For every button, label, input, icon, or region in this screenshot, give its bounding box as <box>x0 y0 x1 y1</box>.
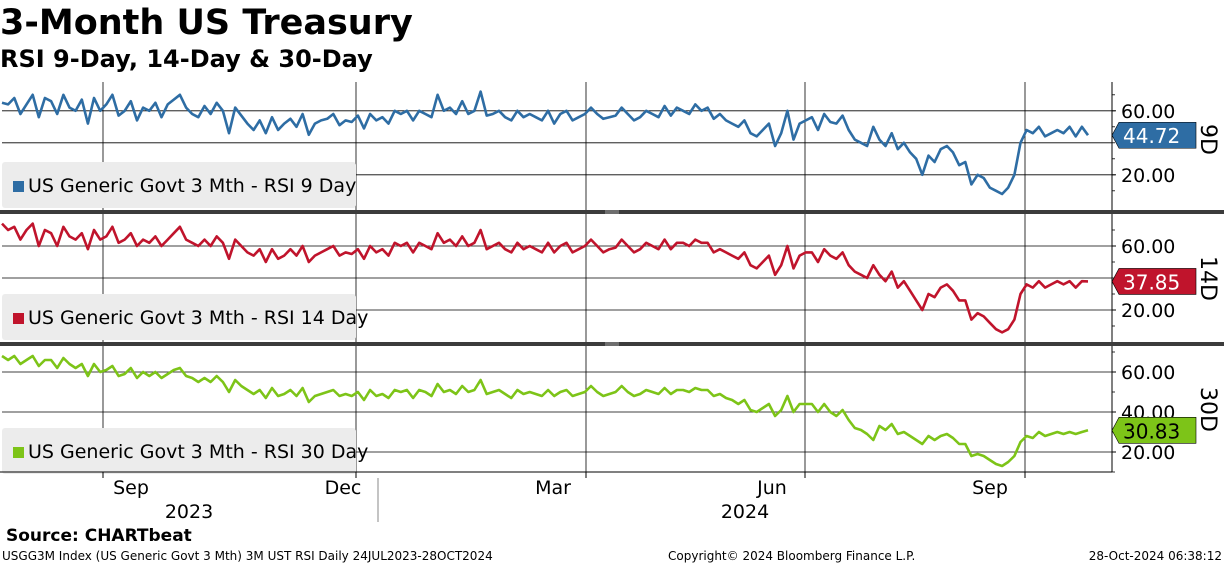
legend-box <box>2 428 356 474</box>
legend-swatch <box>13 313 24 324</box>
footer-index-info: USGG3M Index (US Generic Govt 3 Mth) 3M … <box>2 549 493 563</box>
x-tick-label: Dec <box>325 477 362 499</box>
panel-divider <box>0 342 1224 346</box>
legend-label: US Generic Govt 3 Mth - RSI 9 Day <box>28 175 356 197</box>
last-value-label: 30.83 <box>1123 419 1180 443</box>
panel-tag: 14D <box>1195 256 1220 301</box>
chart-subtitle: RSI 9-Day, 14-Day & 30-Day <box>0 45 373 73</box>
legend-swatch <box>13 181 24 192</box>
x-year-label: 2023 <box>165 501 213 523</box>
last-value-label: 44.72 <box>1123 124 1180 148</box>
legend-swatch <box>13 447 24 458</box>
legend-box <box>2 294 356 340</box>
y-tick-label: 60.00 <box>1121 362 1175 384</box>
legend-label: US Generic Govt 3 Mth - RSI 30 Day <box>28 441 368 463</box>
series-line-9d <box>1 90 1090 196</box>
y-tick-label: 60.00 <box>1121 236 1175 258</box>
footer-copyright: Copyright© 2024 Bloomberg Finance L.P. <box>668 549 916 563</box>
x-tick-label: Jun <box>756 477 787 499</box>
y-tick-label: 60.00 <box>1121 101 1175 123</box>
series-line-14d <box>1 222 1089 334</box>
y-tick-label: 20.00 <box>1121 300 1175 322</box>
panel-tag: 9D <box>1195 124 1220 155</box>
last-value-tag <box>1111 268 1197 295</box>
y-tick-label: 20.00 <box>1121 442 1175 464</box>
source-label: Source: CHARTbeat <box>6 526 192 546</box>
x-tick-label: Sep <box>113 477 149 499</box>
panel-tag: 30D <box>1195 387 1220 432</box>
chart-title: 3-Month US Treasury <box>0 3 413 43</box>
last-value-tag <box>1111 417 1197 444</box>
legend-label: US Generic Govt 3 Mth - RSI 14 Day <box>28 307 368 329</box>
x-tick-label: Sep <box>972 477 1008 499</box>
y-tick-label: 20.00 <box>1121 165 1175 187</box>
x-year-label: 2024 <box>721 501 769 523</box>
last-value-label: 37.85 <box>1123 270 1180 294</box>
series-line-30d <box>1 354 1089 468</box>
legend-box <box>2 162 356 208</box>
x-tick-label: Mar <box>535 477 571 499</box>
last-value-tag <box>1111 121 1197 149</box>
footer-timestamp: 28-Oct-2024 06:38:12 <box>1088 549 1222 563</box>
panel-divider <box>0 210 1224 214</box>
